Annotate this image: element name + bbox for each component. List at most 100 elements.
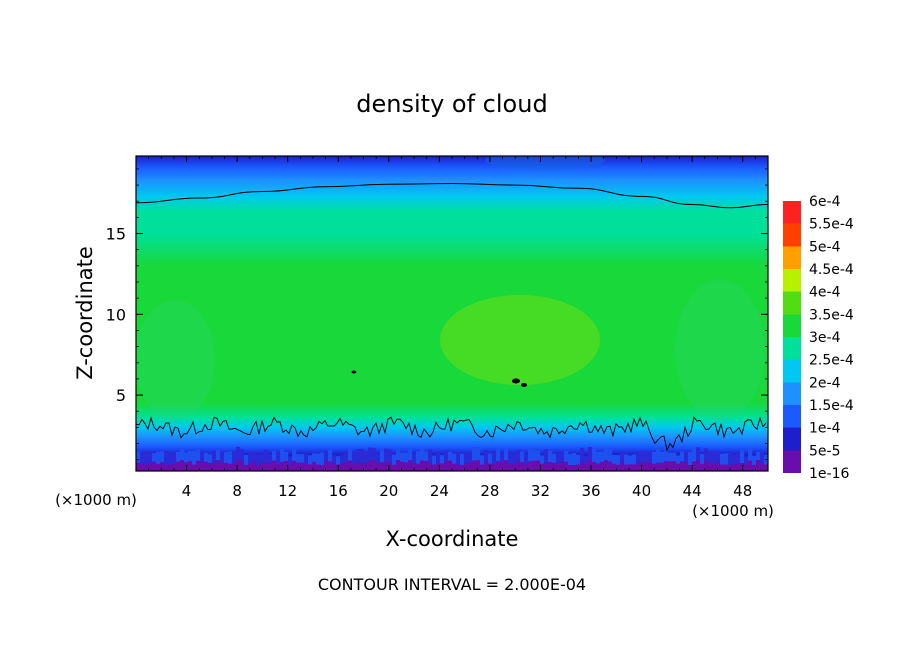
band-cell	[408, 449, 413, 461]
band-cell	[588, 460, 593, 471]
band-cell	[484, 449, 489, 462]
band-cell	[212, 450, 217, 463]
band-cell	[280, 448, 285, 462]
band-cell	[652, 452, 657, 464]
band-cell	[464, 453, 469, 464]
band-cell	[276, 451, 281, 465]
band-cell	[500, 453, 505, 463]
band-cell	[644, 461, 649, 471]
band-cell	[332, 463, 337, 471]
band-cell	[428, 449, 433, 463]
colorbar-label: 3e-4	[809, 330, 841, 346]
band-cell	[336, 456, 341, 465]
band-cell	[256, 464, 261, 471]
band-cell	[752, 455, 757, 465]
band-cell	[452, 453, 457, 464]
band-cell	[260, 454, 265, 463]
band-cell	[424, 451, 429, 461]
band-cell	[744, 456, 749, 465]
band-cell	[224, 452, 229, 463]
band-cell	[696, 447, 701, 461]
band-cell	[144, 451, 149, 465]
band-cell	[740, 463, 745, 471]
band-cell	[640, 451, 645, 463]
band-cell	[236, 460, 241, 471]
band-cell	[356, 462, 361, 471]
band-cell	[736, 463, 741, 471]
band-cell	[600, 461, 605, 471]
band-cell	[352, 451, 357, 465]
band-cell	[632, 454, 637, 465]
band-cell	[352, 464, 357, 471]
band-cell	[704, 448, 709, 461]
band-cell	[376, 462, 381, 471]
band-cell	[496, 461, 501, 471]
band-cell	[360, 462, 365, 471]
band-cell	[464, 463, 469, 471]
band-cell	[548, 461, 553, 471]
band-cell	[604, 448, 609, 461]
band-cell	[400, 452, 405, 462]
band-cell	[272, 450, 277, 461]
band-cell	[176, 451, 181, 462]
bottom-noise-band	[136, 446, 768, 471]
band-cell	[452, 463, 457, 471]
band-cell	[388, 462, 393, 471]
band-cell	[716, 451, 721, 463]
x-tick-label: 8	[232, 482, 242, 500]
band-cell	[284, 460, 289, 471]
band-cell	[276, 464, 281, 471]
band-cell	[176, 461, 181, 471]
band-cell	[744, 464, 749, 471]
band-cell	[620, 451, 625, 463]
band-cell	[420, 448, 425, 461]
x-tick-label: 40	[632, 482, 651, 500]
band-cell	[472, 446, 477, 461]
band-cell	[524, 464, 529, 471]
band-cell	[280, 461, 285, 471]
band-cell	[476, 447, 481, 461]
band-cell	[492, 450, 497, 465]
chart-title: density of cloud	[356, 90, 547, 118]
x-tick-label: 36	[581, 482, 600, 500]
band-cell	[380, 450, 385, 463]
band-cell	[152, 453, 157, 462]
band-cell	[612, 463, 617, 471]
band-cell	[348, 449, 353, 461]
band-cell	[136, 451, 141, 463]
band-cell	[264, 462, 269, 471]
band-cell	[380, 462, 385, 471]
band-cell	[672, 461, 677, 471]
band-cell	[456, 451, 461, 465]
band-cell	[320, 452, 325, 465]
band-cell	[632, 464, 637, 471]
band-cell	[436, 463, 441, 471]
band-cell	[292, 447, 297, 461]
band-cell	[516, 450, 521, 462]
band-cell	[160, 462, 165, 471]
band-cell	[196, 449, 201, 461]
high-density-patch	[440, 295, 600, 385]
band-cell	[396, 460, 401, 471]
density-field	[136, 156, 768, 471]
band-cell	[320, 464, 325, 471]
band-cell	[304, 454, 309, 464]
band-cell	[144, 464, 149, 471]
band-cell	[540, 455, 545, 464]
band-cell	[196, 460, 201, 471]
x-tick-label: 16	[329, 482, 348, 500]
band-cell	[628, 464, 633, 471]
band-cell	[192, 464, 197, 471]
band-cell	[568, 464, 573, 471]
band-cell	[244, 464, 249, 471]
band-cell	[288, 464, 293, 471]
band-cell	[324, 451, 329, 462]
band-cell	[700, 463, 705, 471]
band-cell	[368, 461, 373, 471]
colorbar-label: 6e-4	[809, 194, 841, 210]
band-cell	[252, 461, 257, 471]
band-cell	[740, 449, 745, 464]
band-cell	[668, 452, 673, 462]
band-cell	[692, 448, 697, 462]
band-cell	[616, 455, 621, 465]
